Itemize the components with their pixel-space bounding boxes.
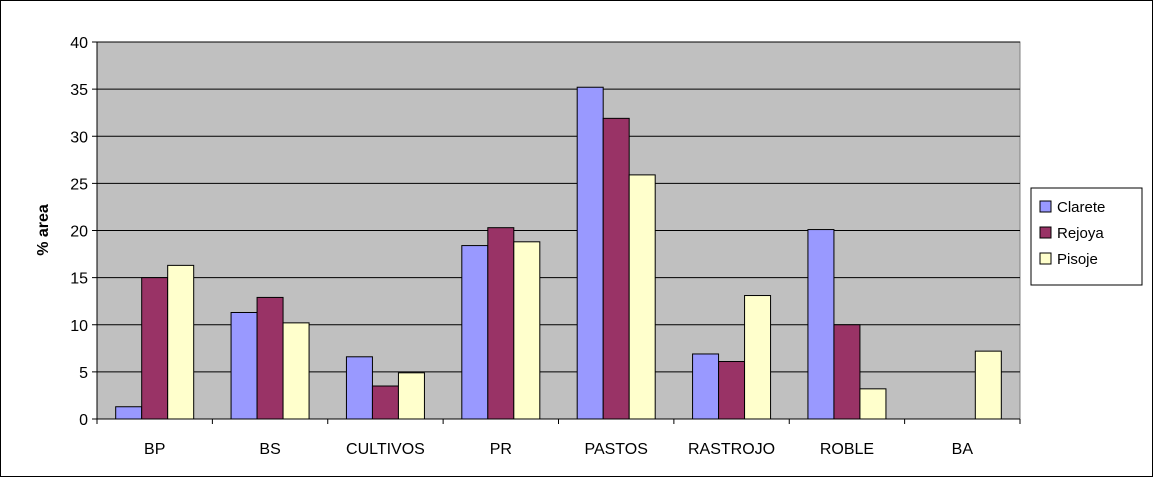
x-tick-label: CULTIVOS bbox=[346, 441, 425, 458]
y-tick-label: 30 bbox=[70, 129, 88, 146]
axes bbox=[92, 41, 1021, 424]
bar-pisoje-rastrojo bbox=[744, 295, 772, 420]
x-tick-labels: BP BS CULTIVOS PR PASTOS RASTROJO ROBLE BA bbox=[144, 441, 973, 458]
bar-clarete-bp bbox=[115, 406, 143, 420]
bar-pisoje-pastos bbox=[628, 174, 656, 420]
x-tick-label: BP bbox=[144, 441, 165, 458]
y-tick-label: 35 bbox=[70, 82, 88, 99]
x-tick-label: PASTOS bbox=[584, 441, 647, 458]
bar-pisoje-bp bbox=[167, 264, 195, 420]
bar-clarete-roble bbox=[807, 229, 835, 420]
x-tick-label: BS bbox=[259, 441, 280, 458]
bar-rejoya-roble bbox=[833, 324, 861, 420]
bar-clarete-pr bbox=[461, 245, 489, 420]
legend-swatch-pisoje bbox=[1039, 252, 1052, 265]
x-tick-label: PR bbox=[490, 441, 512, 458]
bar-pisoje-cultivos bbox=[397, 372, 425, 420]
x-tick-label: ROBLE bbox=[820, 441, 874, 458]
y-tick-label: 25 bbox=[70, 176, 88, 193]
legend-label-rejoya: Rejoya bbox=[1057, 225, 1104, 242]
bar-pisoje-roble bbox=[859, 388, 887, 420]
bar-pisoje-bs bbox=[282, 322, 310, 420]
bar-rejoya-pr bbox=[487, 227, 515, 420]
bar-clarete-cultivos bbox=[345, 356, 373, 420]
bar-rejoya-pastos bbox=[602, 117, 630, 420]
legend-label-pisoje: Pisoje bbox=[1057, 251, 1098, 268]
y-tick-labels: 0 5 10 15 20 25 30 35 40 bbox=[70, 35, 88, 429]
bars bbox=[115, 86, 1002, 420]
y-axis-label: % area bbox=[35, 204, 52, 256]
bar-rejoya-cultivos bbox=[371, 385, 399, 420]
bar-rejoya-bs bbox=[256, 296, 284, 420]
bar-clarete-rastrojo bbox=[692, 353, 720, 420]
legend-label-clarete: Clarete bbox=[1057, 199, 1105, 216]
bar-clarete-pastos bbox=[576, 86, 604, 420]
y-tick-label: 5 bbox=[79, 365, 88, 382]
legend-swatch-rejoya bbox=[1039, 226, 1052, 239]
x-tick-label: RASTROJO bbox=[688, 441, 775, 458]
y-tick-label: 20 bbox=[70, 224, 88, 241]
bar-rejoya-bp bbox=[141, 277, 169, 420]
bar-rejoya-rastrojo bbox=[718, 361, 746, 420]
bar-clarete-bs bbox=[230, 311, 258, 420]
y-tick-label: 15 bbox=[70, 271, 88, 288]
y-tick-label: 0 bbox=[79, 412, 88, 429]
x-tick-label: BA bbox=[952, 441, 974, 458]
legend: Clarete Rejoya Pisoje bbox=[1030, 187, 1143, 286]
bar-pisoje-ba bbox=[974, 350, 1002, 420]
y-tick-label: 40 bbox=[70, 35, 88, 52]
y-tick-label: 10 bbox=[70, 318, 88, 335]
bar-pisoje-pr bbox=[513, 241, 541, 420]
legend-swatch-clarete bbox=[1039, 200, 1052, 213]
